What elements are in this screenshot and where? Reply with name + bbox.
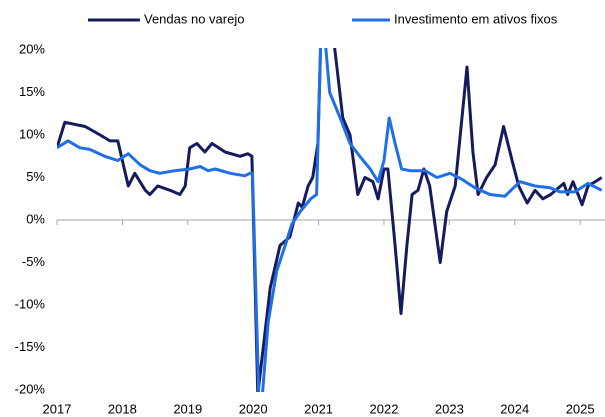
y-tick-label: 20% (19, 41, 45, 56)
y-tick-label: 10% (19, 126, 45, 141)
y-tick-label: -10% (15, 296, 46, 311)
x-tick-label: 2024 (500, 401, 529, 416)
y-tick-label: 5% (26, 169, 45, 184)
x-tick-label: 2019 (173, 401, 202, 416)
y-tick-label: 15% (19, 84, 45, 99)
series-line (57, 48, 603, 392)
legend-label: Investimento em ativos fixos (394, 11, 558, 26)
legend: Vendas no varejo Investimento em ativos f… (88, 11, 558, 26)
x-tick-label: 2023 (435, 401, 464, 416)
y-tick-label: -5% (22, 254, 46, 269)
x-tick-label: 2022 (370, 401, 399, 416)
x-tick-label: 2025 (566, 401, 595, 416)
x-tick-label: 2020 (239, 401, 268, 416)
plot-area (57, 48, 603, 392)
y-tick-label: -15% (15, 339, 46, 354)
axes: -20% -15% -10% -5% 0% 5% 10% 15% 20% 2017 2018 2019… (15, 41, 605, 416)
y-tick-label: -20% (15, 381, 46, 396)
y-tick-label: 0% (26, 211, 45, 226)
x-tick-label: 2021 (304, 401, 333, 416)
series-line (57, 48, 603, 392)
x-tick-label: 2017 (43, 401, 72, 416)
legend-label: Vendas no varejo (144, 11, 244, 26)
x-tick-label: 2018 (108, 401, 137, 416)
